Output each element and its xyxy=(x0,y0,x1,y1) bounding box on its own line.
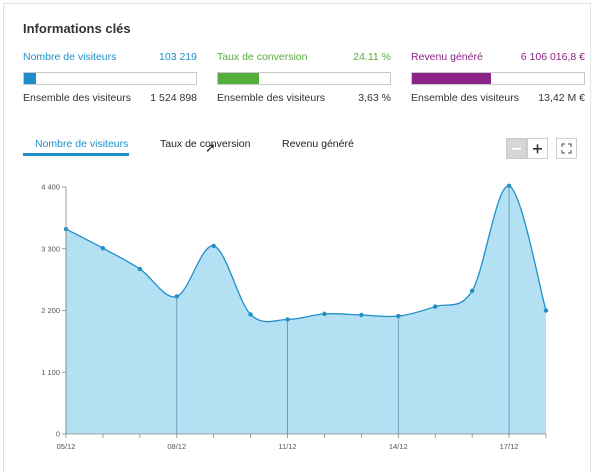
data-point[interactable] xyxy=(433,304,438,309)
visitors-chart: 0 1 100 2 200 3 300 4 400 05/12 08/12 11/12 14/1… xyxy=(41,183,549,451)
zoom-controls xyxy=(506,138,548,159)
kpi-value: 103 219 xyxy=(159,51,197,63)
expand-icon xyxy=(561,143,572,154)
y-tick-label: 1 100 xyxy=(41,368,60,377)
data-point[interactable] xyxy=(211,243,216,249)
data-point[interactable] xyxy=(359,312,364,318)
x-tick-label: 14/12 xyxy=(389,442,408,451)
kpi-footer: Ensemble des visiteurs 1 524 898 xyxy=(23,92,197,104)
kpi-progress-bar xyxy=(23,72,197,85)
kpi-value: 6 106 016,8 € xyxy=(520,51,585,63)
x-tick-label: 17/12 xyxy=(500,442,519,451)
active-tab-underline xyxy=(23,153,129,156)
kpi-footer: Ensemble des visiteurs 13,42 M € xyxy=(411,92,585,104)
kpi-total-value: 13,42 M € xyxy=(538,92,585,104)
tab-1[interactable]: Taux de conversion xyxy=(160,138,251,150)
y-tick-label: 2 200 xyxy=(41,306,60,315)
kpi-total-label: Ensemble des visiteurs xyxy=(217,92,325,104)
chart-line xyxy=(65,185,547,323)
x-tick-label: 05/12 xyxy=(57,442,76,451)
plus-icon xyxy=(533,144,542,154)
tab-0[interactable]: Nombre de visiteurs xyxy=(35,138,129,150)
panel-frame xyxy=(3,3,591,473)
kpi-card: Taux de conversion 24.11 % Ensemble des vi… xyxy=(217,50,391,104)
tab-2[interactable]: Revenu généré xyxy=(282,138,354,150)
kpi-label: Revenu généré xyxy=(411,51,483,63)
kpi-card: Nombre de visiteurs 103 219 Ensemble des v… xyxy=(23,50,197,104)
data-point[interactable] xyxy=(100,245,106,251)
kpi-header: Revenu généré 6 106 016,8 € xyxy=(411,50,585,64)
kpi-progress-fill xyxy=(412,73,492,84)
kpi-value: 24.11 % xyxy=(353,51,391,63)
data-point[interactable] xyxy=(543,308,549,313)
kpi-total-label: Ensemble des visiteurs xyxy=(411,92,519,104)
data-point[interactable] xyxy=(137,266,143,272)
kpi-progress-bar xyxy=(411,72,585,85)
kpi-header: Nombre de visiteurs 103 219 xyxy=(23,50,197,64)
section-title: Informations clés xyxy=(23,21,131,36)
kpi-footer: Ensemble des visiteurs 3,63 % xyxy=(217,92,391,104)
zoom-out-button[interactable] xyxy=(506,138,527,159)
kpi-total-value: 1 524 898 xyxy=(150,92,197,104)
data-point[interactable] xyxy=(248,312,253,317)
data-point[interactable] xyxy=(469,288,475,294)
kpi-progress-fill xyxy=(24,73,36,84)
y-tick-label: 0 xyxy=(56,430,60,439)
x-tick-label: 08/12 xyxy=(167,442,186,451)
chart-area xyxy=(66,185,546,434)
kpi-total-value: 3,63 % xyxy=(358,92,391,104)
minus-icon xyxy=(512,148,521,150)
zoom-in-button[interactable] xyxy=(527,138,548,159)
kpi-progress-bar xyxy=(217,72,391,85)
y-tick-label: 4 400 xyxy=(41,183,60,192)
kpi-label: Taux de conversion xyxy=(217,51,308,63)
kpi-label: Nombre de visiteurs xyxy=(23,51,117,63)
kpi-card: Revenu généré 6 106 016,8 € Ensemble des v… xyxy=(411,50,585,104)
y-tick-label: 3 300 xyxy=(41,244,60,253)
kpi-header: Taux de conversion 24.11 % xyxy=(217,50,391,64)
kpi-total-label: Ensemble des visiteurs xyxy=(23,92,131,104)
kpi-progress-fill xyxy=(218,73,260,84)
data-point[interactable] xyxy=(322,311,327,317)
fullscreen-button[interactable] xyxy=(556,138,577,159)
mouse-cursor: ➚ xyxy=(205,140,216,155)
x-tick-label: 11/12 xyxy=(278,442,296,451)
